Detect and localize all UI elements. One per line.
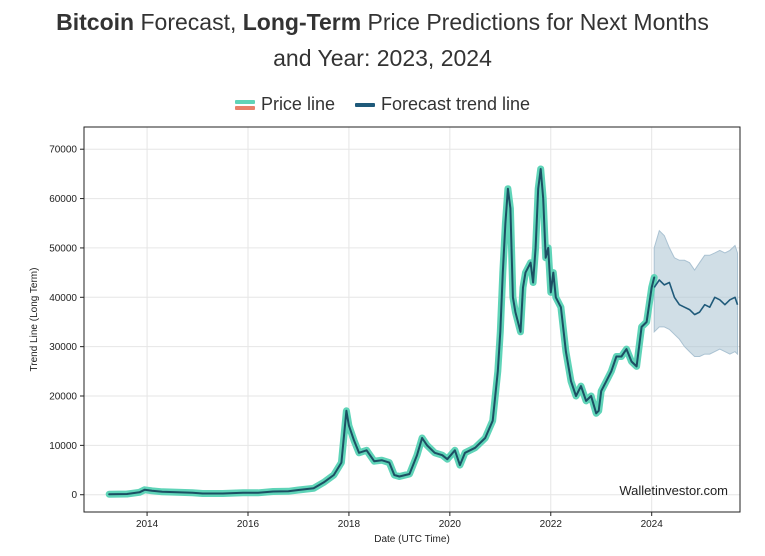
x-tick-label: 2024 — [641, 519, 664, 530]
x-tick-label: 2022 — [540, 519, 563, 530]
title-bold-long-term: Long-Term — [242, 9, 362, 35]
price-line-swatch-top — [234, 99, 255, 104]
forecast-band-group — [653, 229, 738, 357]
title-text-forecast: Forecast, — [134, 9, 243, 35]
legend-item-forecast-trend-line[interactable]: Forecast trend line — [354, 94, 531, 115]
price-line-swatch — [234, 99, 255, 110]
series-group — [105, 165, 739, 498]
forecast-line-swatch — [354, 102, 375, 107]
y-tick-label: 70000 — [49, 145, 77, 156]
y-tick-label: 10000 — [49, 441, 77, 452]
title-text-rest: Price Predictions for Next Months — [361, 9, 709, 35]
title-line-2: and Year: 2023, 2024 — [273, 45, 492, 71]
forecast-confidence-band — [653, 229, 738, 357]
title-bold-bitcoin: Bitcoin — [56, 9, 135, 35]
watermark-text: Walletinvestor.com — [619, 483, 728, 498]
x-tick-label: 2020 — [439, 519, 462, 530]
y-tick-label: 60000 — [49, 194, 77, 205]
forecast-trend-line — [653, 279, 739, 316]
legend-label-forecast-trend-line: Forecast trend line — [380, 94, 531, 114]
x-axis-label: Date (UTC Time) — [374, 534, 450, 545]
x-tick-label: 2018 — [338, 519, 361, 530]
y-axis-label: Trend Line (Long Term) — [29, 268, 40, 372]
y-tick-label: 0 — [71, 490, 77, 501]
tick-group: 2014 2016 2018 2020 2022 2024 0 10000 20000 30000… — [49, 145, 663, 530]
chart-grid — [84, 127, 740, 512]
chart-title: Bitcoin Forecast, Long-Term Price Predic… — [0, 4, 765, 76]
x-tick-label: 2016 — [237, 519, 260, 530]
y-tick-label: 30000 — [49, 342, 77, 353]
title-line-1: Bitcoin Forecast, Long-Term Price Predic… — [0, 4, 765, 40]
legend-item-price-line[interactable]: Price line — [234, 94, 335, 115]
chart-legend: Price line Forecast trend line — [0, 94, 765, 115]
plot-frame — [83, 126, 741, 513]
price-line — [108, 168, 656, 496]
y-tick-label: 40000 — [49, 293, 77, 304]
price-line-swatch-bottom — [234, 105, 255, 110]
y-tick-label: 20000 — [49, 392, 77, 403]
y-tick-label: 50000 — [49, 243, 77, 254]
legend-label-price-line: Price line — [260, 94, 335, 114]
x-tick-label: 2014 — [136, 519, 159, 530]
